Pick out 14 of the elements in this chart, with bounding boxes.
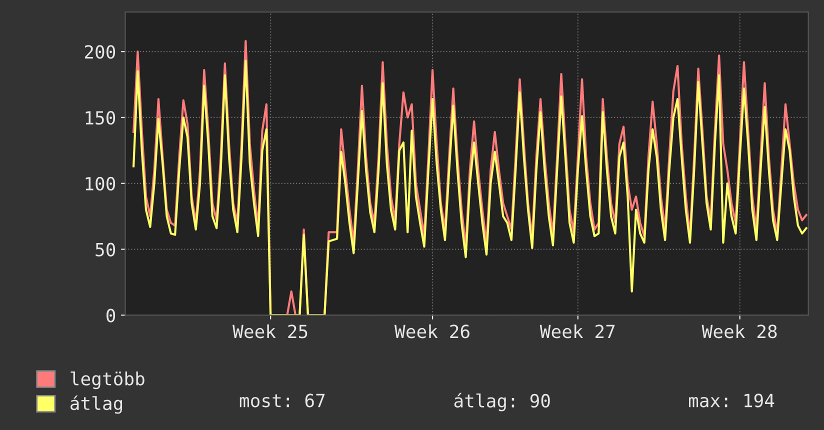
y-tick-label: 50	[96, 242, 116, 256]
text: max: 194	[689, 394, 774, 408]
text: átlag: 90	[454, 392, 550, 412]
y-tick-label: 0	[106, 308, 116, 322]
legend-label: átlag	[70, 395, 122, 414]
text: most: 67	[240, 394, 325, 408]
x-tick-label: Week 27	[540, 324, 615, 338]
y-tick-label: 100	[86, 176, 116, 191]
x-tick-label: Week 26	[394, 324, 470, 338]
x-tick-label: Week 28	[702, 324, 777, 338]
legend-label: legtöbb	[70, 371, 144, 390]
x-tick-label: Week 25	[232, 324, 308, 338]
y-tick-label: 150	[86, 110, 116, 125]
y-tick-label: 200	[84, 45, 116, 59]
